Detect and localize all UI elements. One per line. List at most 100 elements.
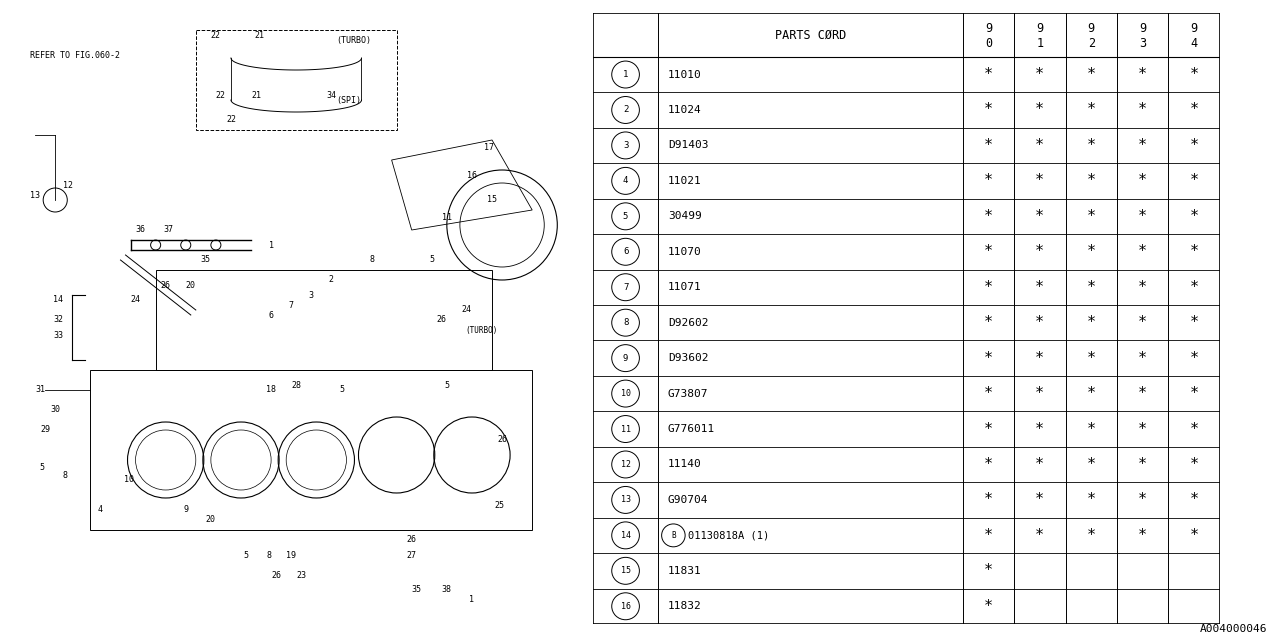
- Text: (SPI): (SPI): [337, 95, 361, 104]
- Text: *: *: [1189, 422, 1198, 436]
- Text: 13: 13: [621, 495, 631, 504]
- Text: *: *: [1036, 422, 1044, 436]
- Text: *: *: [984, 102, 993, 118]
- Text: 4: 4: [623, 177, 628, 186]
- Text: 20: 20: [186, 280, 196, 289]
- Text: 20: 20: [206, 515, 216, 525]
- Text: *: *: [1087, 102, 1096, 118]
- Text: 11831: 11831: [668, 566, 701, 576]
- Text: 8: 8: [369, 255, 374, 264]
- Text: *: *: [984, 528, 993, 543]
- Text: 14: 14: [621, 531, 631, 540]
- Text: 15: 15: [486, 195, 497, 205]
- Text: 11140: 11140: [668, 460, 701, 470]
- Text: 19: 19: [287, 550, 296, 559]
- Text: *: *: [1189, 315, 1198, 330]
- Text: *: *: [1138, 209, 1147, 224]
- Text: A004000046: A004000046: [1199, 623, 1267, 634]
- Text: 6: 6: [269, 310, 274, 319]
- Text: *: *: [1189, 67, 1198, 82]
- Text: 11021: 11021: [668, 176, 701, 186]
- Text: *: *: [1138, 492, 1147, 508]
- Text: 2: 2: [623, 106, 628, 115]
- Text: *: *: [1087, 492, 1096, 508]
- Text: *: *: [984, 138, 993, 153]
- Text: *: *: [1189, 244, 1198, 259]
- Text: *: *: [984, 563, 993, 579]
- Text: 5: 5: [339, 385, 344, 394]
- Text: 30499: 30499: [668, 211, 701, 221]
- Text: 26: 26: [407, 536, 417, 545]
- Text: *: *: [1036, 457, 1044, 472]
- Text: *: *: [1138, 457, 1147, 472]
- Text: *: *: [1138, 138, 1147, 153]
- Text: *: *: [1036, 173, 1044, 188]
- Text: 33: 33: [54, 330, 63, 339]
- Text: *: *: [1036, 528, 1044, 543]
- Text: 38: 38: [442, 586, 452, 595]
- Text: 22: 22: [211, 31, 221, 40]
- Text: PARTS CØRD: PARTS CØRD: [774, 28, 846, 42]
- Text: 4: 4: [1190, 37, 1198, 50]
- Text: *: *: [1189, 492, 1198, 508]
- Text: 27: 27: [407, 550, 417, 559]
- Text: 5: 5: [623, 212, 628, 221]
- Text: 31: 31: [35, 385, 45, 394]
- Text: 12: 12: [621, 460, 631, 469]
- Text: *: *: [1036, 351, 1044, 365]
- Text: *: *: [1138, 422, 1147, 436]
- Text: 11070: 11070: [668, 247, 701, 257]
- Text: 13: 13: [31, 191, 40, 200]
- Text: REFER TO FIG.060-2: REFER TO FIG.060-2: [31, 51, 120, 60]
- Text: D93602: D93602: [668, 353, 708, 363]
- Text: 7: 7: [623, 283, 628, 292]
- Text: *: *: [984, 457, 993, 472]
- Text: *: *: [1189, 528, 1198, 543]
- Text: *: *: [984, 209, 993, 224]
- Text: *: *: [1138, 102, 1147, 118]
- Text: *: *: [1189, 138, 1198, 153]
- Text: 11024: 11024: [668, 105, 701, 115]
- Text: 4: 4: [97, 506, 102, 515]
- Text: *: *: [984, 599, 993, 614]
- Text: *: *: [1036, 102, 1044, 118]
- Text: B: B: [671, 531, 676, 540]
- Text: *: *: [1036, 386, 1044, 401]
- Text: 10: 10: [124, 476, 133, 484]
- Text: 37: 37: [164, 225, 174, 234]
- Text: *: *: [1138, 244, 1147, 259]
- Text: 28: 28: [292, 381, 301, 390]
- Text: 26: 26: [161, 280, 170, 289]
- Text: *: *: [984, 280, 993, 295]
- Text: *: *: [984, 351, 993, 365]
- Text: 2: 2: [329, 275, 334, 285]
- Text: 8: 8: [63, 470, 68, 479]
- Text: *: *: [1036, 244, 1044, 259]
- Text: 11832: 11832: [668, 601, 701, 611]
- Text: *: *: [1189, 351, 1198, 365]
- Text: *: *: [984, 386, 993, 401]
- Text: *: *: [1087, 67, 1096, 82]
- Text: 3: 3: [623, 141, 628, 150]
- Text: *: *: [1036, 209, 1044, 224]
- Text: 35: 35: [201, 255, 211, 264]
- Text: 24: 24: [131, 296, 141, 305]
- Text: 9: 9: [1190, 22, 1198, 35]
- Text: *: *: [1189, 386, 1198, 401]
- Text: *: *: [1087, 138, 1096, 153]
- Text: 3: 3: [1139, 37, 1147, 50]
- Text: *: *: [1189, 102, 1198, 118]
- Text: G776011: G776011: [668, 424, 716, 434]
- Text: *: *: [1036, 138, 1044, 153]
- Text: D91403: D91403: [668, 140, 708, 150]
- Text: 6: 6: [623, 247, 628, 256]
- Text: *: *: [1087, 244, 1096, 259]
- Text: 1: 1: [269, 241, 274, 250]
- Text: G90704: G90704: [668, 495, 708, 505]
- Text: 21: 21: [253, 31, 264, 40]
- Text: *: *: [1138, 386, 1147, 401]
- Text: 9: 9: [623, 354, 628, 363]
- Text: 15: 15: [621, 566, 631, 575]
- Text: D92602: D92602: [668, 317, 708, 328]
- Text: *: *: [1087, 173, 1096, 188]
